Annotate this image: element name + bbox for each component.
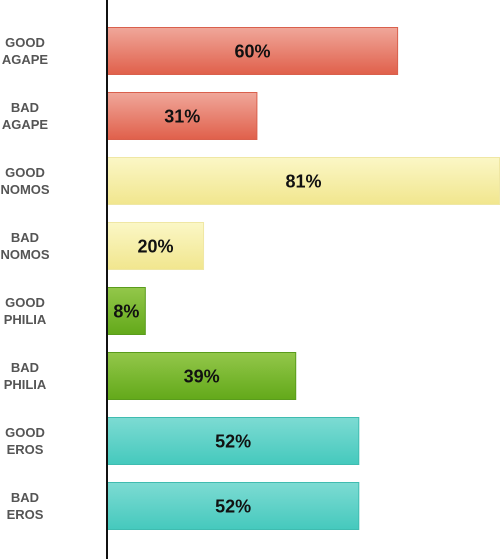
bar-good-nomos	[107, 157, 500, 205]
data-label: 39%	[184, 367, 220, 387]
bar-bad-nomos	[107, 222, 205, 270]
category-label: EROS	[7, 507, 44, 522]
category-label: NOMOS	[0, 182, 49, 197]
category-label: AGAPE	[2, 117, 49, 132]
category-label: AGAPE	[2, 52, 49, 67]
category-label: GOOD	[5, 295, 45, 310]
bar-bad-agape	[107, 92, 258, 140]
data-label: 8%	[113, 302, 139, 322]
bar-good-eros	[107, 417, 360, 465]
data-label: 60%	[235, 42, 271, 62]
category-label: BAD	[11, 100, 39, 115]
category-label: NOMOS	[0, 247, 49, 262]
bar-bad-philia	[107, 352, 297, 400]
bar-good-philia	[107, 287, 146, 335]
category-label: BAD	[11, 360, 39, 375]
category-label: BAD	[11, 490, 39, 505]
category-label: GOOD	[5, 425, 45, 440]
category-label: PHILIA	[4, 312, 47, 327]
category-label: BAD	[11, 230, 39, 245]
data-label: 52%	[215, 432, 251, 452]
data-label: 52%	[215, 497, 251, 517]
category-label: GOOD	[5, 35, 45, 50]
category-label: GOOD	[5, 165, 45, 180]
data-label: 20%	[138, 237, 174, 257]
category-label: EROS	[7, 442, 44, 457]
data-label: 81%	[285, 172, 321, 192]
category-label: PHILIA	[4, 377, 47, 392]
data-label: 31%	[164, 107, 200, 127]
bar-good-agape	[107, 27, 399, 75]
